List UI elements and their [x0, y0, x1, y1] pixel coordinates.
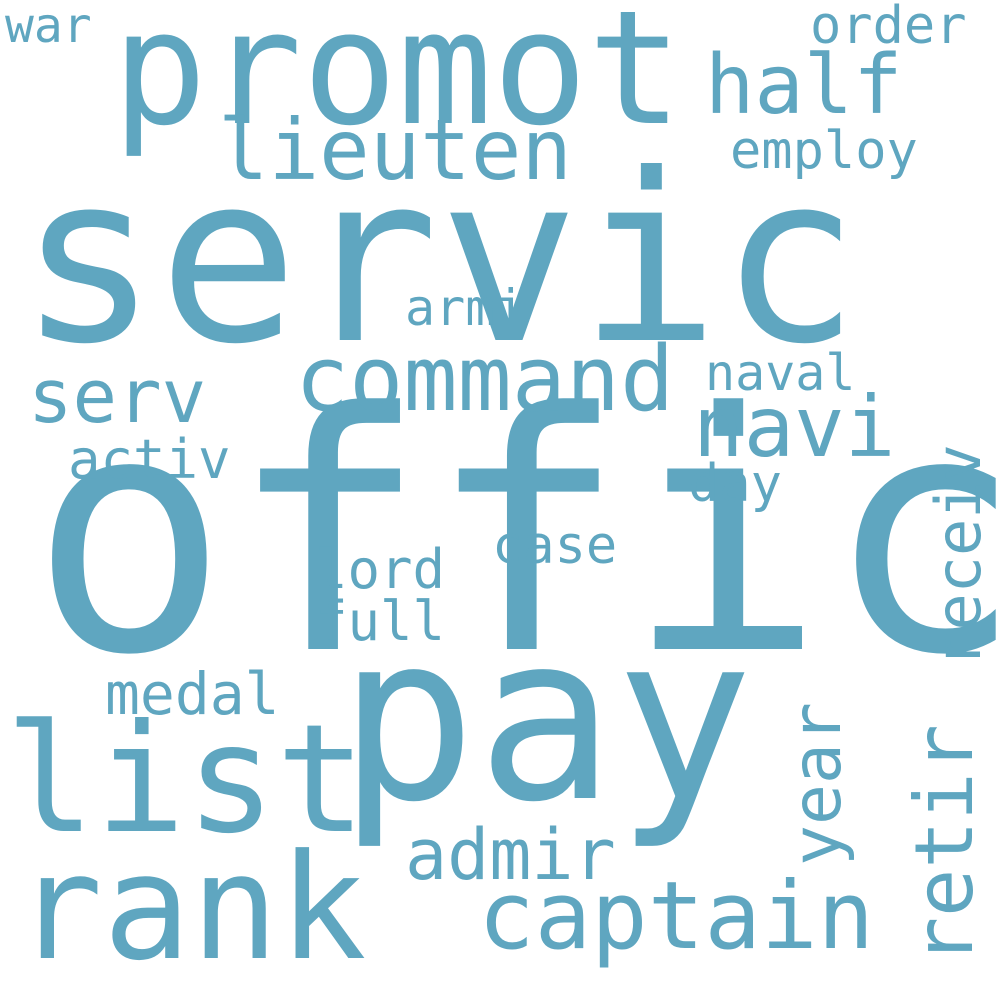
- word-naval: naval: [705, 344, 856, 402]
- word-servic: servic: [18, 124, 860, 395]
- word-captain: captain: [478, 862, 875, 971]
- word-retir: retir: [898, 724, 991, 965]
- word-lord: lord: [315, 538, 446, 601]
- word-serv: serv: [28, 354, 207, 440]
- word-day: day: [688, 454, 782, 514]
- word-year: year: [778, 702, 857, 866]
- word-pay: pay: [338, 586, 754, 853]
- word-list: list: [5, 693, 367, 867]
- word-admir: admir: [405, 814, 616, 896]
- word-medal: medal: [105, 660, 280, 728]
- word-order: order: [810, 0, 967, 56]
- word-full: full: [315, 590, 446, 653]
- word-employ: employ: [730, 121, 918, 181]
- word-armi: armi: [405, 279, 526, 337]
- word-navi: navi: [693, 378, 896, 476]
- word-half: half: [705, 38, 903, 133]
- word-offic: offic: [30, 343, 1000, 727]
- word-rank: rank: [15, 823, 367, 993]
- word-case: case: [492, 516, 618, 576]
- word-war: war: [5, 0, 92, 54]
- word-lieuten: lieuten: [218, 101, 573, 199]
- word-activ: activ: [68, 428, 231, 491]
- word-receiv: receiv: [922, 444, 995, 668]
- word-promot: promot: [112, 0, 683, 161]
- word-command: command: [295, 327, 675, 432]
